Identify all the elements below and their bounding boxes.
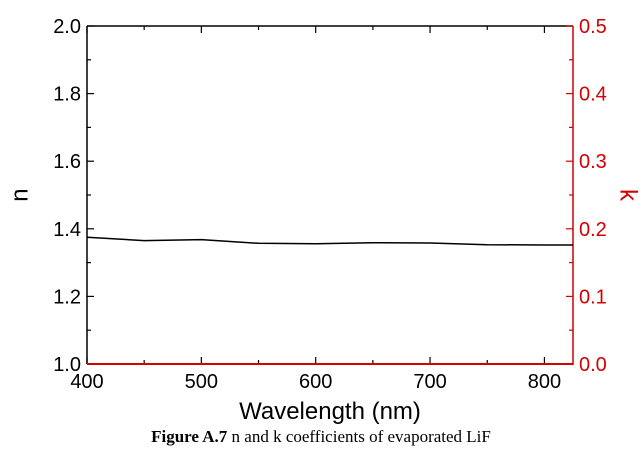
y-right-tick-label: 0.0 xyxy=(579,354,607,376)
y-left-tick-label: 1.2 xyxy=(53,286,81,308)
n-k-chart: 400 500 600 700 800 1.0 1.2 1.4 1.6 1.8 2.0 0.0 0.1 0… xyxy=(7,16,642,425)
x-tick-label: 800 xyxy=(528,371,561,393)
x-tick-label: 500 xyxy=(185,371,218,393)
y-left-axis-title: n xyxy=(7,188,34,201)
y-left-tick-label: 1.8 xyxy=(53,84,81,106)
y-right-axis-title: k xyxy=(615,189,642,202)
y-right-tick-label: 0.3 xyxy=(579,151,607,173)
x-tick-label: 600 xyxy=(299,371,332,393)
figure-caption: Figure A.7 n and k coefficients of evapo… xyxy=(0,427,642,447)
caption-label: Figure A.7 xyxy=(151,427,228,446)
x-tick-label: 700 xyxy=(413,371,446,393)
y-left-tick-label: 1.6 xyxy=(53,151,81,173)
y-right-tick-label: 0.2 xyxy=(579,219,607,241)
y-left-tick-label: 1.0 xyxy=(53,354,81,376)
n-series-line xyxy=(86,236,573,246)
y-left-tick-label: 2.0 xyxy=(53,16,81,38)
y-right-tick-label: 0.5 xyxy=(579,16,607,38)
caption-text: n and k coefficients of evaporated LiF xyxy=(227,427,491,446)
x-tick-label: 400 xyxy=(70,371,103,393)
x-axis-title: Wavelength (nm) xyxy=(239,398,421,425)
y-right-tick-label: 0.4 xyxy=(579,84,607,106)
y-right-tick-label: 0.1 xyxy=(579,286,607,308)
y-left-tick-label: 1.4 xyxy=(53,219,81,241)
